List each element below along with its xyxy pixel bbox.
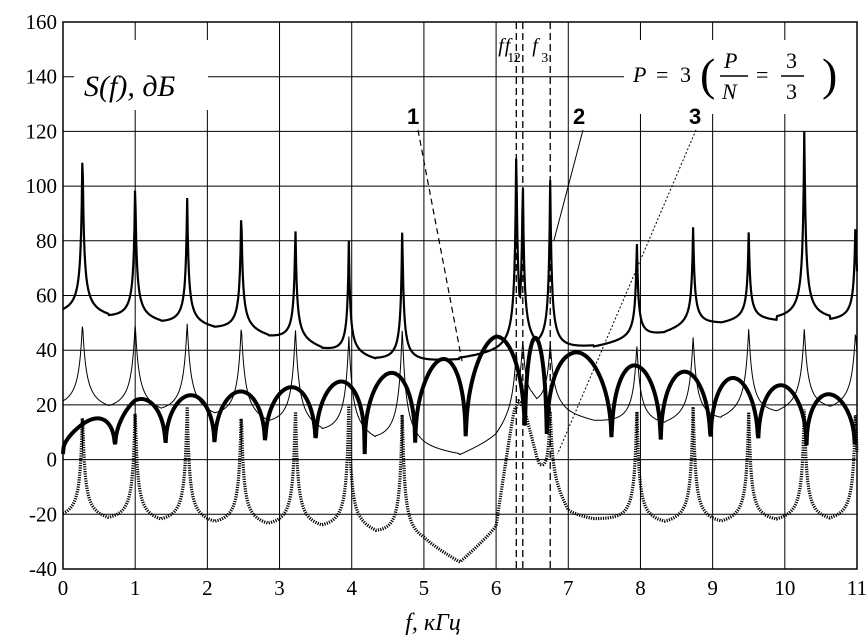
y-tick-label: 120	[26, 119, 58, 143]
leader-lines	[417, 129, 697, 455]
curves	[61, 131, 859, 564]
x-tick-label: 1	[130, 576, 141, 600]
annot-frac-p: P	[723, 48, 737, 73]
x-tick-label: 4	[346, 576, 357, 600]
x-tick-label: 9	[707, 576, 718, 600]
x-tick-label: 0	[58, 576, 69, 600]
freq-marker-sub: 2	[514, 51, 521, 66]
x-tick-label: 5	[419, 576, 430, 600]
series-label-3: 3	[689, 104, 701, 129]
series-label-1: 1	[407, 104, 419, 129]
curve-3	[62, 323, 858, 456]
leader-3	[556, 129, 697, 455]
ylabel-bg	[74, 40, 208, 110]
y-tick-label: 60	[36, 284, 57, 308]
freq-marker-label: f	[498, 35, 506, 57]
annot-frac-num: 3	[786, 48, 797, 73]
x-tick-label: 8	[635, 576, 646, 600]
leader-1	[417, 129, 463, 362]
x-tick-label: 10	[774, 576, 795, 600]
annot-frac-den: 3	[786, 79, 797, 104]
y-tick-label: 0	[47, 448, 58, 472]
x-tick-label: 2	[202, 576, 213, 600]
annot-frac-eq: =	[756, 62, 768, 87]
x-tick-label: 6	[491, 576, 502, 600]
y-axis-label: S(f), дБ	[84, 70, 175, 103]
annot-eq: =	[656, 62, 668, 87]
annot-paren-right: )	[822, 49, 837, 100]
annotation-bg	[624, 40, 858, 114]
series-label-2: 2	[573, 104, 585, 129]
plot-frame	[62, 21, 858, 570]
freq-marker-label: f	[505, 35, 513, 57]
x-tick-label: 7	[563, 576, 574, 600]
curve-2	[62, 131, 859, 361]
y-tick-label: -40	[29, 557, 57, 581]
y-tick-label: 20	[36, 393, 57, 417]
leader-2	[553, 129, 584, 241]
x-axis-label: f, кГц	[405, 610, 461, 636]
x-tick-label: 11	[847, 576, 867, 600]
freq-marker-label: f	[532, 35, 540, 57]
annot-paren-left: (	[700, 49, 715, 100]
freq-marker-sub: 1	[507, 51, 514, 66]
curve-1	[61, 334, 857, 455]
tick-labels: 0 1 2 3 4 5 6 7 8 9 10 11-40-2002040608010012014016…	[26, 10, 867, 600]
y-tick-label: -20	[29, 502, 57, 526]
y-tick-label: 140	[26, 65, 58, 89]
annot-p: P	[632, 62, 646, 87]
annot-frac-n: N	[721, 79, 738, 104]
y-tick-label: 80	[36, 229, 57, 253]
y-tick-label: 160	[26, 10, 58, 34]
x-tick-label: 3	[274, 576, 285, 600]
freq-marker-sub: 3	[541, 51, 548, 66]
curve-bottom	[62, 398, 859, 564]
annot-value: 3	[680, 62, 691, 87]
annotation: P = 3 ( P N = 3 3 )	[632, 48, 837, 104]
y-tick-label: 100	[26, 174, 58, 198]
y-tick-label: 40	[36, 338, 57, 362]
